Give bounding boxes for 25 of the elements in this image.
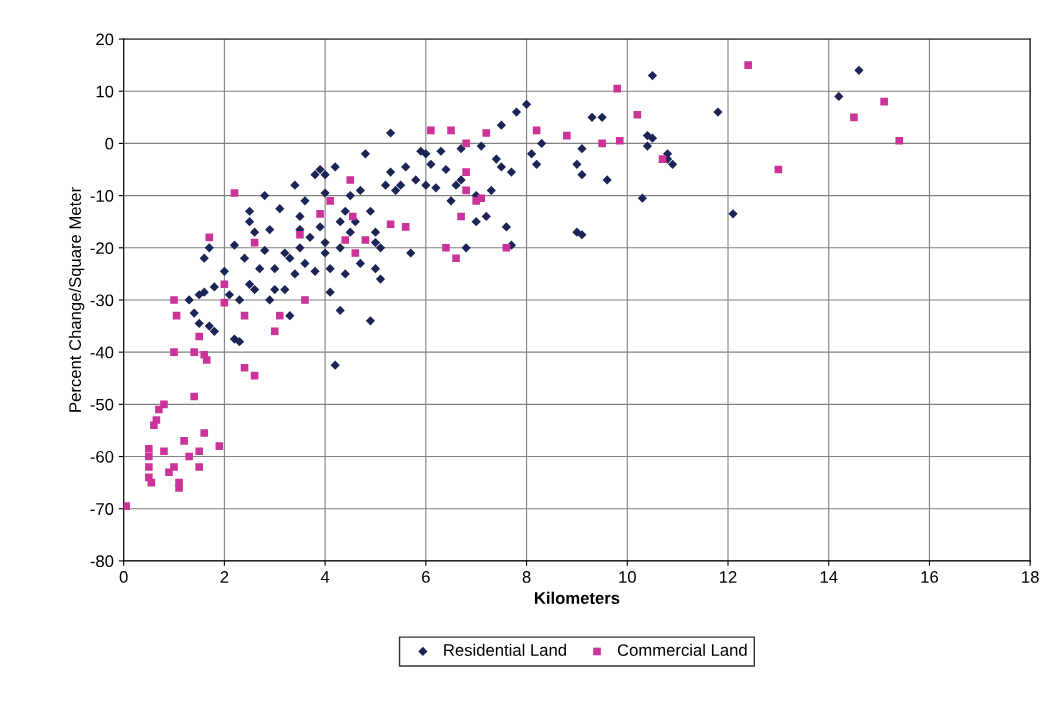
x-tick-label: 8 <box>522 571 531 583</box>
x-tick-label: 2 <box>220 571 229 583</box>
y-tick-label: -60 <box>90 450 114 463</box>
y-tick-label: -50 <box>90 398 114 411</box>
x-axis-title: Kilometers <box>534 591 620 604</box>
legend-label: Residential Land <box>444 643 566 656</box>
y-tick-label: -80 <box>90 555 114 568</box>
y-tick-label: -70 <box>90 503 114 515</box>
y-tick-label: 10 <box>96 85 114 98</box>
x-tick-label: 4 <box>320 571 330 583</box>
x-tick-label: 0 <box>119 571 128 583</box>
y-tick-label: 0 <box>105 137 114 150</box>
x-tick-label: 16 <box>921 571 938 583</box>
x-tick-label: 6 <box>422 571 430 583</box>
y-axis-title: Percent Change/Square Meter <box>68 187 85 412</box>
x-tick-label: 10 <box>619 571 636 583</box>
x-tick-label: 18 <box>1022 571 1039 583</box>
y-tick-label: -10 <box>90 190 114 202</box>
y-tick-label: 20 <box>96 33 114 46</box>
y-tick-label: -20 <box>90 242 114 254</box>
legend-label: Commercial Land <box>617 643 747 656</box>
y-tick-label: -30 <box>90 294 114 307</box>
x-tick-label: 14 <box>820 571 838 583</box>
x-tick-label: 12 <box>720 571 737 583</box>
y-tick-label: -40 <box>90 346 114 359</box>
